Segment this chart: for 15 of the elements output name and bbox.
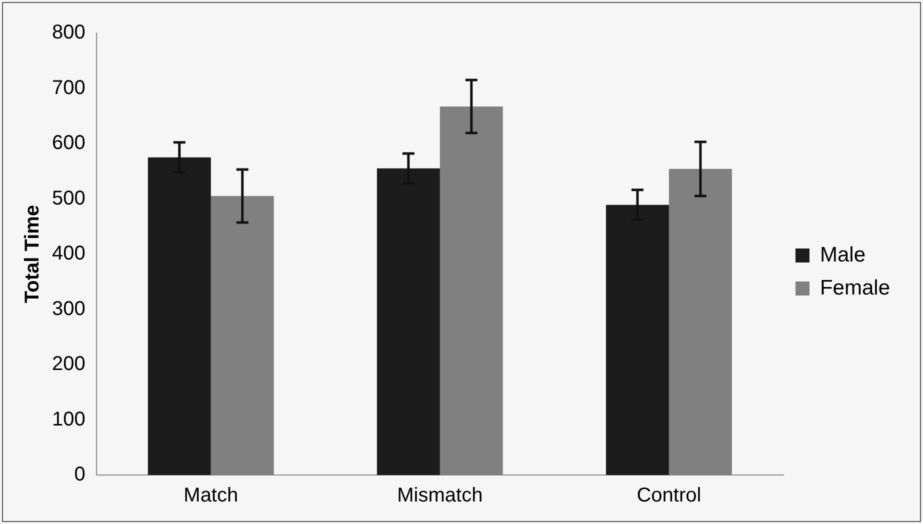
y-tick-label: 800 bbox=[52, 22, 86, 44]
x-tick-label: Control bbox=[636, 484, 702, 507]
legend-label: Female bbox=[820, 276, 890, 300]
y-tick-label: 700 bbox=[52, 76, 86, 99]
y-axis-title: Total Time bbox=[22, 204, 44, 304]
y-tick-label: 600 bbox=[52, 132, 86, 154]
y-tick-label: 200 bbox=[52, 353, 86, 376]
y-tick-label: 400 bbox=[52, 242, 86, 265]
legend-label: Male bbox=[820, 243, 866, 266]
y-tick-label: 0 bbox=[74, 464, 86, 486]
y-tick-label: 100 bbox=[52, 408, 86, 430]
y-tick-label: 500 bbox=[52, 187, 86, 210]
x-tick-label: Mismatch bbox=[397, 484, 483, 507]
x-tick-label: Match bbox=[184, 484, 238, 507]
y-tick-label: 300 bbox=[52, 298, 86, 320]
